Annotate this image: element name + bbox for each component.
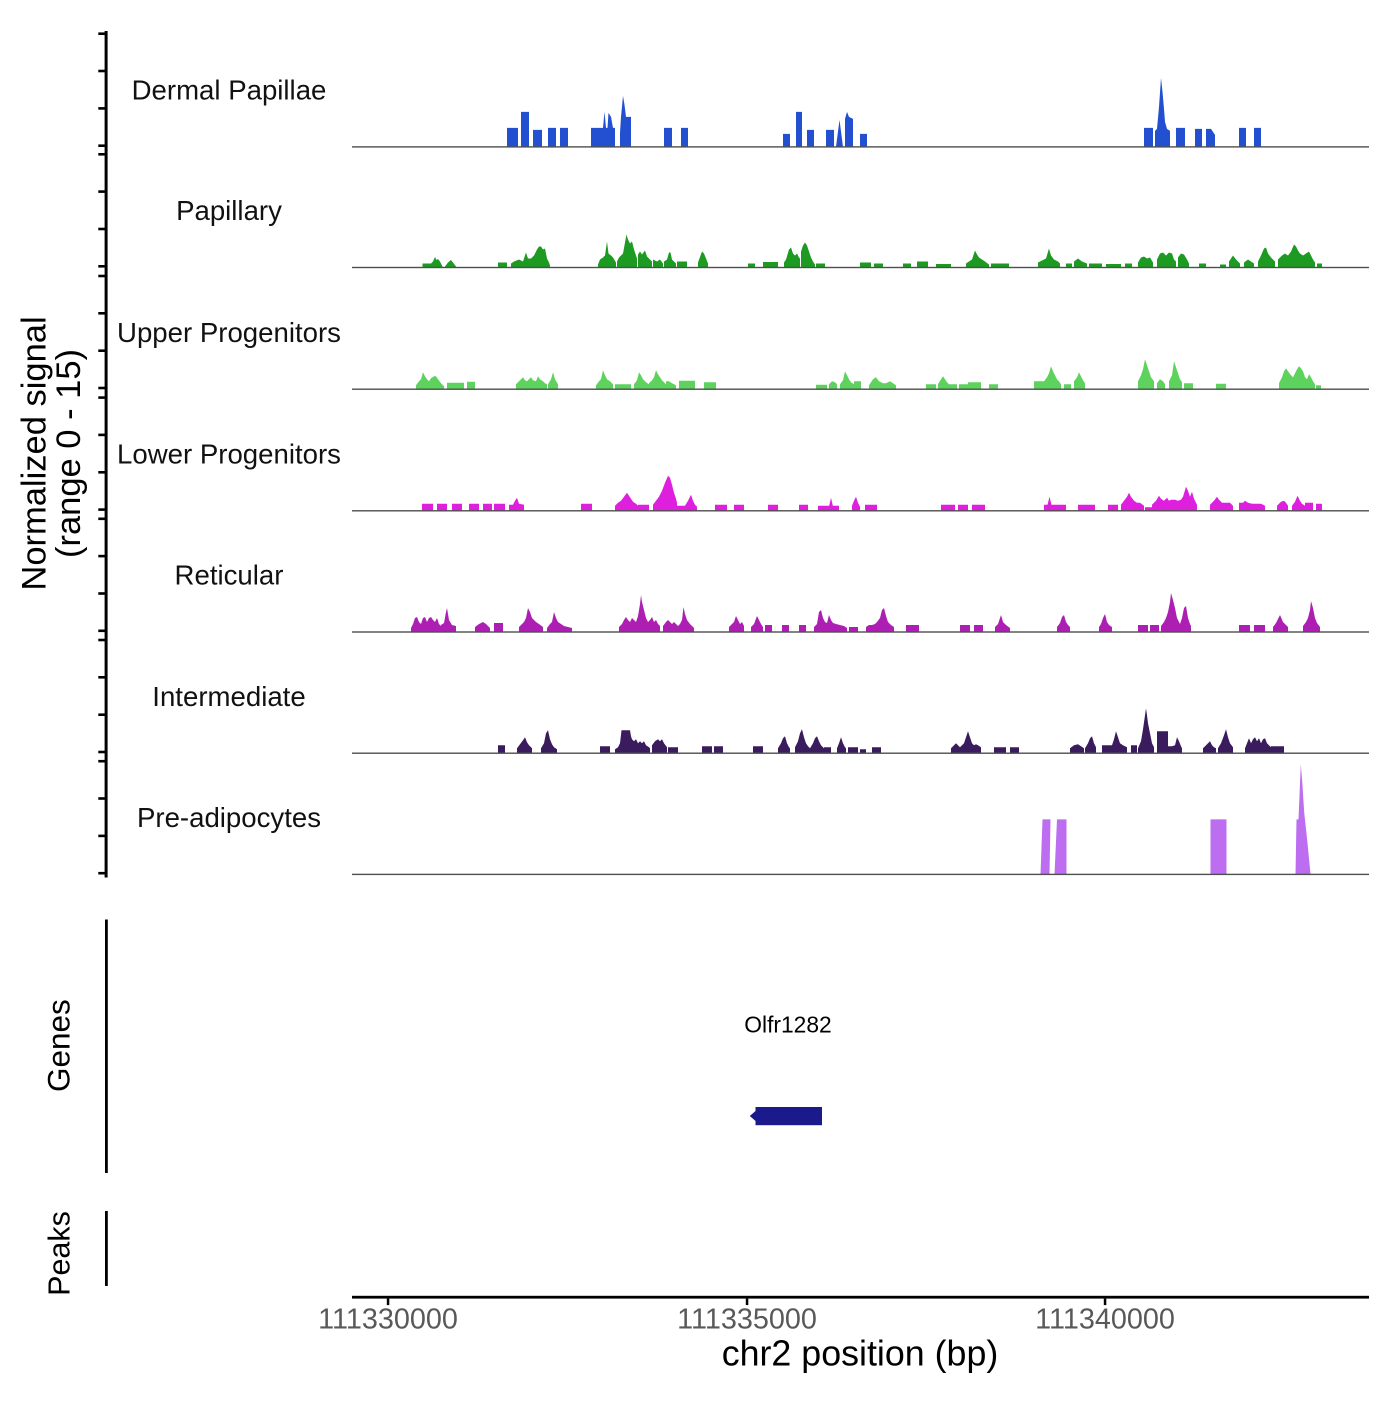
svg-text:Normalized signal: Normalized signal	[16, 316, 54, 590]
svg-text:111335000: 111335000	[677, 1304, 817, 1336]
svg-text:Lower Progenitors: Lower Progenitors	[117, 439, 341, 470]
svg-text:Papillary: Papillary	[176, 195, 282, 226]
svg-text:chr2 position (bp): chr2 position (bp)	[722, 1334, 999, 1374]
svg-text:Intermediate: Intermediate	[152, 681, 305, 712]
svg-text:Pre-adipocytes: Pre-adipocytes	[137, 802, 321, 833]
svg-text:(range 0 - 15): (range 0 - 15)	[50, 349, 88, 558]
svg-text:Reticular: Reticular	[175, 560, 284, 591]
svg-text:111330000: 111330000	[318, 1304, 458, 1336]
svg-text:111340000: 111340000	[1035, 1304, 1175, 1336]
svg-text:Olfr1282: Olfr1282	[744, 1012, 831, 1038]
svg-text:Dermal Papillae: Dermal Papillae	[132, 75, 327, 106]
svg-text:Genes: Genes	[41, 999, 77, 1092]
svg-text:Peaks: Peaks	[43, 1211, 77, 1296]
svg-text:Upper Progenitors: Upper Progenitors	[117, 317, 341, 348]
